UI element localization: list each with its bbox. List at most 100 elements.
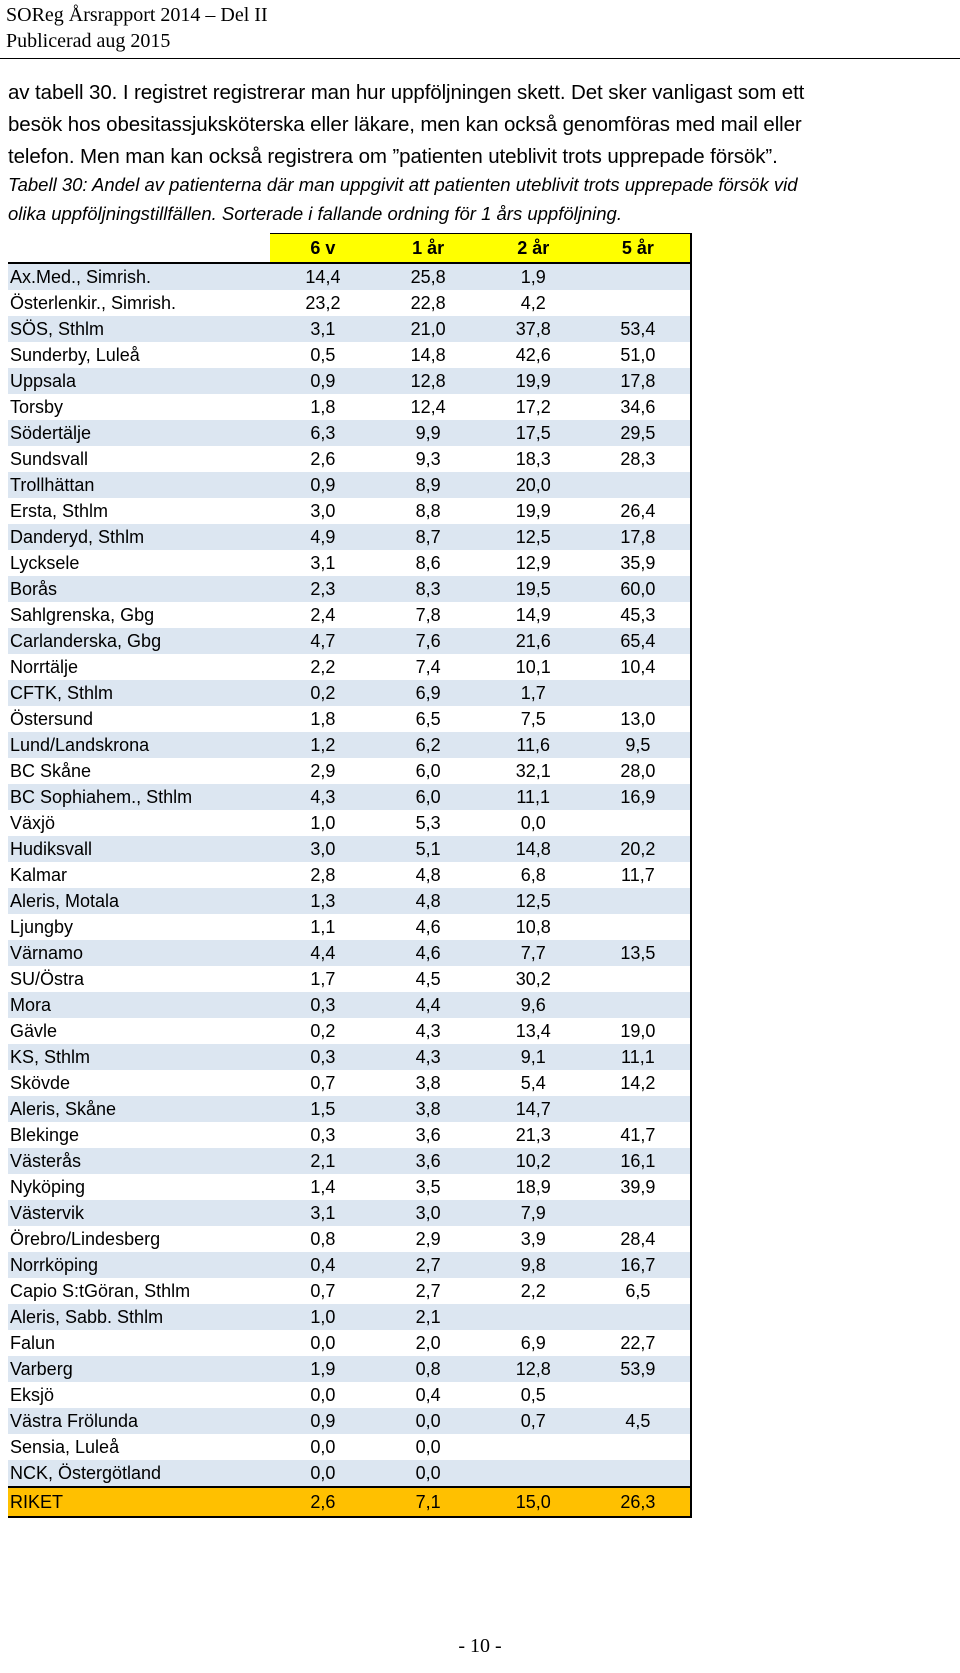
value-cell: 0,4: [375, 1382, 481, 1408]
clinic-name: Varberg: [8, 1356, 271, 1382]
value-cell: 4,3: [270, 784, 376, 810]
clinic-name: Östersund: [8, 706, 271, 732]
value-cell: 20,0: [480, 472, 586, 498]
value-cell: 4,4: [270, 940, 376, 966]
value-cell: 29,5: [585, 420, 693, 446]
table-row: Hudiksvall 3,0 5,1 14,8 20,2: [8, 836, 693, 862]
value-cell: 6,8: [480, 862, 586, 888]
clinic-name: BC Skåne: [8, 758, 271, 784]
value-cell: 35,9: [585, 550, 693, 576]
value-cell: [585, 888, 693, 914]
value-cell: 28,3: [585, 446, 693, 472]
value-cell: 3,6: [375, 1148, 481, 1174]
value-cell: 0,0: [270, 1330, 376, 1356]
value-cell: 3,6: [375, 1122, 481, 1148]
table-row: Torsby 1,8 12,4 17,2 34,6: [8, 394, 693, 420]
value-cell: 0,3: [270, 1044, 376, 1070]
table-row: Sahlgrenska, Gbg 2,4 7,8 14,9 45,3: [8, 602, 693, 628]
value-cell: [585, 1096, 693, 1122]
table-row: Aleris, Skåne 1,5 3,8 14,7: [8, 1096, 693, 1122]
table-row: BC Skåne 2,9 6,0 32,1 28,0: [8, 758, 693, 784]
value-cell: 3,0: [270, 836, 376, 862]
value-cell: 11,7: [585, 862, 693, 888]
header-divider: [0, 58, 960, 59]
value-cell: 21,3: [480, 1122, 586, 1148]
value-cell: 0,5: [480, 1382, 586, 1408]
value-cell: 14,7: [480, 1096, 586, 1122]
value-cell: 0,7: [480, 1408, 586, 1434]
value-cell: 32,1: [480, 758, 586, 784]
value-cell: 0,0: [375, 1408, 481, 1434]
clinic-name: SU/Östra: [8, 966, 271, 992]
value-cell: 2,2: [480, 1278, 586, 1304]
table-row: Borås 2,3 8,3 19,5 60,0: [8, 576, 693, 602]
clinic-name: Hudiksvall: [8, 836, 271, 862]
total-cell: 15,0: [480, 1486, 586, 1518]
value-cell: 1,0: [270, 810, 376, 836]
table-row: Kalmar 2,8 4,8 6,8 11,7: [8, 862, 693, 888]
value-cell: 1,5: [270, 1096, 376, 1122]
value-cell: [585, 1460, 693, 1487]
table-row: Östersund 1,8 6,5 7,5 13,0: [8, 706, 693, 732]
value-cell: [585, 992, 693, 1018]
value-cell: 19,0: [585, 1018, 693, 1044]
table-row: Sundsvall 2,6 9,3 18,3 28,3: [8, 446, 693, 472]
value-cell: 53,9: [585, 1356, 693, 1382]
table-row: Gävle 0,2 4,3 13,4 19,0: [8, 1018, 693, 1044]
table-row: Västerås 2,1 3,6 10,2 16,1: [8, 1148, 693, 1174]
value-cell: 1,4: [270, 1174, 376, 1200]
value-cell: 21,6: [480, 628, 586, 654]
value-cell: 5,3: [375, 810, 481, 836]
clinic-name: Aleris, Motala: [8, 888, 271, 914]
value-cell: 0,9: [270, 368, 376, 394]
value-cell: 10,2: [480, 1148, 586, 1174]
clinic-name: Trollhättan: [8, 472, 271, 498]
value-cell: 42,6: [480, 342, 586, 368]
value-cell: 12,9: [480, 550, 586, 576]
value-cell: 4,4: [375, 992, 481, 1018]
value-cell: 51,0: [585, 342, 693, 368]
value-cell: 8,7: [375, 524, 481, 550]
clinic-name: SÖS, Sthlm: [8, 316, 271, 342]
value-cell: [480, 1434, 586, 1460]
table-row: Sunderby, Luleå 0,5 14,8 42,6 51,0: [8, 342, 693, 368]
value-cell: 14,9: [480, 602, 586, 628]
clinic-name: Aleris, Skåne: [8, 1096, 271, 1122]
value-cell: 3,1: [270, 316, 376, 342]
value-cell: 25,8: [375, 263, 481, 290]
table-row: SÖS, Sthlm 3,1 21,0 37,8 53,4: [8, 316, 693, 342]
value-cell: 22,7: [585, 1330, 693, 1356]
clinic-name: Sahlgrenska, Gbg: [8, 602, 271, 628]
value-cell: 1,2: [270, 732, 376, 758]
clinic-name: Eksjö: [8, 1382, 271, 1408]
table-header-row: 6 v 1 år 2 år 5 år: [8, 233, 693, 263]
value-cell: 17,8: [585, 524, 693, 550]
value-cell: 60,0: [585, 576, 693, 602]
column-header-clinic: [8, 233, 271, 263]
table-row: Örebro/Lindesberg 0,8 2,9 3,9 28,4: [8, 1226, 693, 1252]
clinic-name: Torsby: [8, 394, 271, 420]
total-cell: 2,6: [270, 1486, 376, 1518]
table-row: NCK, Östergötland 0,0 0,0: [8, 1460, 693, 1487]
value-cell: 12,4: [375, 394, 481, 420]
value-cell: 4,5: [585, 1408, 693, 1434]
value-cell: 8,8: [375, 498, 481, 524]
column-header-2ar: 2 år: [480, 233, 586, 263]
table-row: Falun 0,0 2,0 6,9 22,7: [8, 1330, 693, 1356]
value-cell: 3,1: [270, 550, 376, 576]
table-row: Ax.Med., Simrish. 14,4 25,8 1,9: [8, 263, 693, 290]
value-cell: 7,8: [375, 602, 481, 628]
value-cell: 9,8: [480, 1252, 586, 1278]
clinic-name: Skövde: [8, 1070, 271, 1096]
value-cell: 7,4: [375, 654, 481, 680]
table-row: Lycksele 3,1 8,6 12,9 35,9: [8, 550, 693, 576]
value-cell: 28,4: [585, 1226, 693, 1252]
clinic-name: Sundsvall: [8, 446, 271, 472]
value-cell: 9,3: [375, 446, 481, 472]
table-row: Danderyd, Sthlm 4,9 8,7 12,5 17,8: [8, 524, 693, 550]
table-row: BC Sophiahem., Sthlm 4,3 6,0 11,1 16,9: [8, 784, 693, 810]
value-cell: 14,8: [375, 342, 481, 368]
clinic-name: Västervik: [8, 1200, 271, 1226]
value-cell: 4,3: [375, 1044, 481, 1070]
table-body: Ax.Med., Simrish. 14,4 25,8 1,9 Österlenkir.…: [8, 263, 693, 1487]
